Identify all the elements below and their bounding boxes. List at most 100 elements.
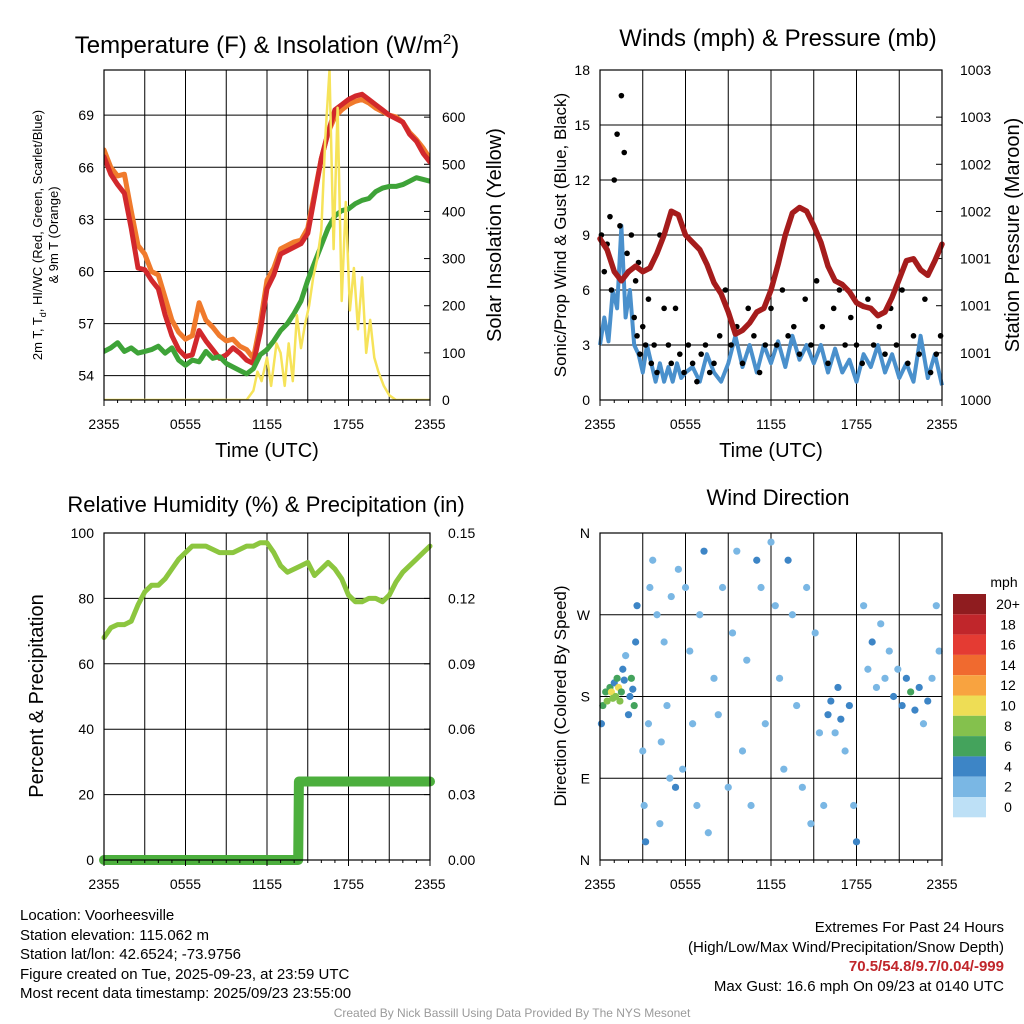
gust-point [614, 131, 620, 137]
direction-point [775, 674, 784, 682]
direction-point [599, 701, 607, 710]
x-axis-label: Time (UTC) [215, 440, 319, 462]
chart-title: Temperature (F) & Insolation (W/m2) [75, 31, 459, 59]
colorbar-title: mph [990, 574, 1017, 590]
direction-point [807, 820, 815, 828]
direction-point [724, 783, 732, 791]
y-tick-label-left: 0 [582, 392, 590, 408]
direction-point [622, 652, 630, 660]
y-tick-label-right: 0.06 [448, 721, 475, 737]
x-tick-label: 0555 [170, 416, 201, 432]
direction-point [733, 547, 741, 555]
x-tick-label: 2355 [88, 416, 119, 432]
max-gust: Max Gust: 16.6 mph On 09/23 at 0140 UTC [713, 977, 1004, 995]
extremes-heading: Extremes For Past 24 Hours [814, 919, 1004, 936]
gust-point [628, 232, 635, 238]
gust-point [825, 360, 831, 367]
direction-point [915, 683, 923, 692]
station-location: Location: Voorheesville [20, 907, 175, 924]
gust-point [637, 351, 643, 357]
direction-point [663, 701, 671, 710]
direction-point [649, 556, 657, 564]
y-axis-label-right: Solar Insolation (Yellow) [484, 128, 506, 342]
gust-point [910, 333, 917, 339]
extremes-subheading: (High/Low/Max Wind/Precipitation/Snow De… [688, 938, 1004, 956]
direction-point [824, 711, 832, 719]
x-tick-label: 2355 [926, 416, 957, 432]
y-tick-label-right: 0.12 [448, 590, 475, 606]
direction-point [656, 820, 664, 828]
title-superscript: 2 [443, 31, 451, 48]
gust-point [882, 351, 888, 357]
colorbar-swatch [953, 736, 986, 757]
colorbar-swatch [953, 675, 986, 696]
direction-point [602, 688, 610, 696]
y-tick-label: E [581, 770, 590, 786]
gust-point [642, 342, 649, 348]
x-tick-label: 2355 [584, 876, 615, 892]
direction-point [815, 729, 824, 737]
direction-point [894, 665, 902, 673]
gust-point [779, 287, 786, 293]
gust-point [899, 287, 905, 293]
direction-point [671, 783, 680, 791]
y-tick-label-left: 40 [78, 721, 94, 737]
y-tick-label-left: 3 [582, 337, 590, 353]
direction-point [616, 697, 624, 705]
chart-title: Relative Humidity (%) & Precipitation (i… [67, 492, 464, 517]
colorbar-label: 2 [1004, 779, 1012, 795]
gust-point [665, 342, 672, 348]
x-axis-label: Time (UTC) [719, 440, 823, 462]
direction-point [617, 688, 625, 696]
direction-point [793, 701, 801, 710]
direction-point [850, 801, 858, 810]
gust-point [773, 342, 780, 348]
direction-point [864, 665, 872, 673]
gust-point [706, 369, 713, 376]
gust-point [905, 360, 911, 367]
x-tick-label: 0555 [170, 876, 201, 892]
credit-line: Created By Nick Bassill Using Data Provi… [333, 1006, 691, 1020]
gust-point [830, 305, 837, 312]
gust-point [739, 360, 746, 367]
direction-point [919, 720, 928, 728]
direction-point [612, 692, 620, 701]
series-line-relative-humidity [101, 540, 433, 641]
gust-point [608, 287, 615, 293]
panel-4: N E S W N 2355 0555 1155 1755 2355 Wind Direction D… [551, 485, 1020, 892]
direction-point [642, 838, 650, 846]
direction-point [657, 738, 665, 746]
y-axis-label-left: 2m T, Td, HI/WC (Red, Green, Scarlet/Blu… [30, 110, 48, 360]
y-tick-label-right: 1003 [960, 62, 991, 78]
direction-point [632, 638, 640, 646]
y-tick-label-right: 1002 [960, 203, 991, 219]
direction-point [771, 602, 779, 610]
direction-point [743, 656, 751, 664]
gust-point [722, 287, 729, 293]
station-info: Location: Voorheesville Station elevatio… [20, 906, 351, 1004]
y-tick-label-left: 20 [78, 787, 94, 803]
x-tick-label: 2355 [414, 876, 445, 892]
direction-point [761, 720, 769, 728]
direction-point [898, 701, 906, 710]
y-tick-label-left: 60 [78, 656, 94, 672]
direction-point [827, 697, 835, 705]
y-tick-label-right: 1000 [960, 392, 991, 408]
direction-point [784, 556, 792, 564]
direction-point [681, 583, 690, 592]
direction-point [845, 701, 853, 710]
colorbar-label: 12 [1000, 677, 1016, 693]
colorbar-swatch [953, 634, 986, 655]
direction-point [860, 602, 868, 610]
y-tick-label-right: 600 [442, 109, 466, 125]
gust-point [654, 369, 660, 376]
chart-title: Wind Direction [706, 485, 849, 510]
direction-point [932, 602, 940, 610]
gust-point [648, 360, 655, 367]
colorbar-swatch [953, 776, 986, 797]
colorbar-label: 18 [1000, 616, 1016, 632]
direction-point [696, 611, 704, 619]
station-latlon: Station lat/lon: 42.6524; -73.9756 [20, 946, 242, 963]
direction-point [877, 620, 885, 628]
y-tick-label-right: 1002 [960, 156, 991, 172]
